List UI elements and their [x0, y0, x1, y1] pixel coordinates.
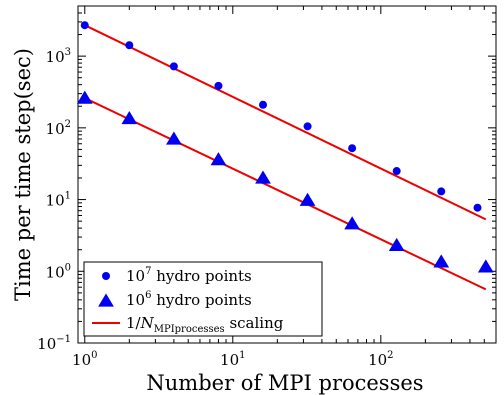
circle-point [303, 122, 312, 131]
circle-point [80, 21, 89, 30]
triangle-point [166, 131, 182, 145]
x-tick-label: 102 [368, 350, 393, 369]
circle-point [437, 187, 446, 196]
circle-point [473, 203, 482, 212]
circle-point [214, 81, 223, 90]
circle-point [259, 100, 268, 109]
legend-circle-marker [102, 272, 110, 280]
circle-point [392, 167, 401, 176]
triangle-point [255, 170, 271, 184]
plot-frame [77, 5, 497, 344]
triangle-point [121, 110, 138, 125]
x-tick-label: 100 [72, 350, 97, 369]
triangle-point [477, 259, 494, 273]
y-tick-label: 100 [46, 262, 71, 281]
scaling-line-1 [84, 24, 487, 221]
circle-point [348, 144, 357, 153]
triangle-point [76, 90, 93, 104]
triangle-point [433, 254, 450, 268]
y-tick-label: 101 [46, 191, 71, 210]
y-tick-label: 102 [46, 119, 71, 138]
legend: 107 hydro points 106 hydro points 1/NMPIpr… [83, 261, 323, 337]
scaling-line-2 [84, 97, 487, 291]
triangle-point [344, 216, 361, 230]
legend-box [83, 261, 323, 337]
legend-triangle-marker [98, 293, 114, 307]
data-markers [76, 21, 494, 273]
circle-point [169, 62, 178, 71]
y-tick-label: 10−1 [37, 334, 71, 353]
x-tick-label: 101 [220, 350, 245, 369]
triangle-point [210, 152, 227, 166]
circle-point [125, 41, 134, 50]
y-axis-label: Time per time step(sec) [11, 48, 35, 301]
legend-label-2: 106 hydro points [126, 290, 252, 309]
axis-ticks [77, 5, 497, 344]
triangle-point [388, 237, 405, 251]
legend-label-3: 1/NMPIprocesses scaling [126, 314, 284, 335]
legend-label-1: 107 hydro points [126, 266, 252, 285]
scaling-lines [84, 24, 487, 291]
triangle-point [299, 192, 316, 206]
x-axis-label: Number of MPI processes [146, 371, 423, 395]
y-tick-label: 103 [46, 47, 71, 66]
